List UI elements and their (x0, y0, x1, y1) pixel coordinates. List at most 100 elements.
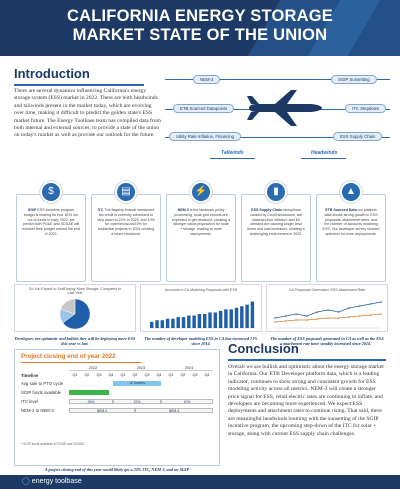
line-chart-title: CA Proposals Generated; ESS Attachment R… (288, 288, 366, 292)
data-point (380, 301, 382, 303)
header-banner: CALIFORNIA ENERGY STORAGE MARKET STATE O… (0, 0, 400, 56)
timeline-quarter: Q3 (96, 373, 102, 377)
itc-level-bar: 10% (161, 399, 213, 404)
wind-line (165, 137, 390, 138)
bar (250, 301, 255, 328)
bar (181, 317, 186, 328)
nem-bar: NEM-2 (69, 408, 135, 413)
timeline-year: 2023 (117, 366, 165, 371)
timeline-quarter: Q3 (144, 373, 150, 377)
wind-line (165, 79, 390, 80)
timeline-year: 2022 (69, 366, 117, 371)
footer-bar (0, 475, 400, 489)
bar (208, 312, 212, 328)
bar (160, 320, 165, 328)
bar (203, 314, 207, 328)
data-point (295, 319, 297, 321)
data-point (337, 311, 340, 313)
card-text: ITC The flagship federal investment tax … (97, 208, 155, 236)
chart-icon: ▲ (340, 181, 362, 203)
conclusion-underline (228, 359, 386, 361)
card-nem3: ⚡ NEM-3 is the landmark policy proceedin… (166, 181, 236, 282)
bar (229, 309, 233, 328)
data-point (274, 321, 276, 323)
data-point (295, 313, 297, 315)
winds-diagram: NEM-3 ETB Sourced Datapoints Utility Rat… (165, 66, 390, 162)
brand-logo: ◯ energy toolbase (22, 477, 82, 485)
sale-cycle-bar: 12 months (113, 381, 161, 386)
card-text: NEM-3 is the landmark policy proceeding,… (172, 208, 230, 236)
card-text: ESS Supply Chain disruptions caused by C… (247, 208, 305, 236)
bar-chart-title: Accounts in CA Modeling Proposals with E… (164, 288, 238, 292)
intro-title: Introduction (14, 66, 90, 81)
timeline-quarter: Q2 (180, 373, 186, 377)
pie-chart-box: Do You Expect to Sell/Deploy More Storag… (14, 284, 136, 332)
bar-chart-box: Accounts in CA Modeling Proposals with E… (140, 284, 262, 332)
timeline-quarter: Q1 (72, 373, 78, 377)
battery-icon: ▮ (265, 181, 287, 203)
timeline-quarter: Q2 (84, 373, 90, 377)
bar (218, 310, 223, 328)
timeline-quarter: Q1 (120, 373, 126, 377)
timeline-col-label: Timeline (21, 373, 39, 378)
timeline-year: 2024 (165, 366, 213, 371)
data-point (359, 315, 361, 317)
timeline-quarter: Q4 (156, 373, 162, 377)
line-chart (274, 301, 382, 329)
card-etb-data: ▲ ETB Sourced Data our platform data sho… (316, 181, 386, 282)
timeline-caption: A project closing end of this year would… (44, 467, 190, 472)
bar (240, 306, 244, 328)
data-point (369, 303, 372, 305)
bar (171, 318, 175, 328)
tailwind-pill: Utility Rate Inflation, Financing (169, 132, 242, 141)
headwinds-label: Headwinds (311, 150, 338, 156)
bar (176, 317, 180, 328)
timeline-title: Project closing end of year 2022 (21, 353, 116, 360)
data-point (316, 318, 319, 320)
title-line-2: MARKET STATE OF THE UNION (72, 26, 328, 44)
timeline-row-label: SGIP funds available (21, 390, 62, 395)
card-itc: ▤ ITC The flagship federal investment ta… (91, 181, 161, 282)
pie-chart (59, 298, 91, 330)
coin-icon: $ (40, 181, 62, 203)
conclusion-body: Overall we are bullish and optimistic ab… (228, 364, 384, 437)
data-point (380, 313, 382, 315)
bar (187, 315, 191, 328)
timeline-row-label: NEM-2 to NEM-3 (21, 408, 54, 413)
grid-icon: ⚡ (190, 181, 212, 203)
data-point (306, 319, 308, 321)
bar (192, 315, 196, 328)
timeline-row-label: ITC level (21, 399, 38, 404)
timeline-row-label: Avg sale to PTO cycle (21, 381, 64, 386)
data-point (284, 315, 287, 317)
line-chart-box: CA Proposals Generated; ESS Attachment R… (266, 284, 388, 332)
bar (155, 320, 159, 328)
data-point (359, 305, 361, 307)
data-point (284, 320, 287, 322)
nem-bar: NEM-3 (135, 408, 213, 413)
tailwinds-label: Tailwinds (221, 150, 244, 156)
tailwind-pill: ETB Sourced Datapoints (173, 104, 235, 113)
pie-caption: Developers are optimistic and bullish th… (14, 336, 136, 347)
data-point (327, 309, 329, 311)
headwind-pill: SGIP Sunsetting (331, 75, 377, 84)
headwind-pill: ESS Supply Chain (333, 132, 383, 141)
logo-icon: ◯ (22, 478, 30, 485)
tailwind-pill: NEM-3 (193, 75, 221, 84)
timeline-quarter: Q1 (168, 373, 174, 377)
bar (245, 304, 249, 328)
card-supply-chain: ▮ ESS Supply Chain disruptions caused by… (241, 181, 311, 282)
card-text: ETB Sourced Data our platform data shows… (322, 208, 380, 236)
data-point (369, 314, 372, 316)
timeline-quarter: Q3 (192, 373, 198, 377)
data-point (337, 317, 340, 319)
page-title: CALIFORNIA ENERGY STORAGE MARKET STATE O… (0, 7, 400, 45)
bar (150, 321, 154, 328)
headwind-pill: ITC Stepdown (345, 104, 387, 113)
data-point (316, 311, 319, 313)
card-sgip: $ SGIP ESS incentive program budget is n… (16, 181, 86, 282)
bar (197, 314, 202, 328)
bar (213, 312, 218, 328)
intro-underline (14, 84, 144, 86)
pie-chart-title: Do You Expect to Sell/Deploy More Storag… (28, 287, 122, 296)
